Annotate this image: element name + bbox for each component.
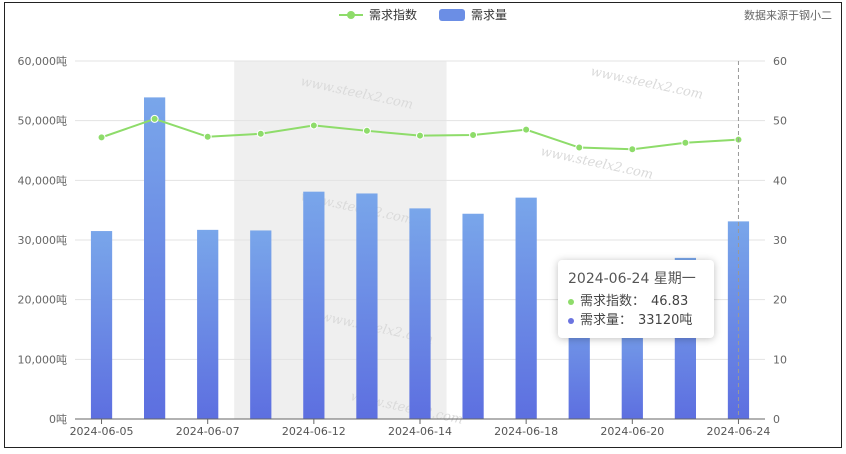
tooltip-index-label: 需求指数： — [580, 294, 646, 309]
legend-line-marker — [338, 10, 363, 19]
bar — [197, 229, 219, 419]
y-left-tick-label: 10,000吨 — [18, 353, 68, 366]
tooltip-index-value: 46.83 — [651, 294, 689, 309]
watermark-text: www.steelx2.com — [539, 144, 654, 182]
y-left-tick-label: 50,000吨 — [18, 115, 68, 128]
y-left-tick-label: 20,000吨 — [18, 294, 68, 307]
y-right-tick-label: 50 — [773, 115, 787, 128]
line-point — [681, 138, 690, 147]
legend-index-label: 需求指数 — [368, 8, 417, 22]
watermark-text: www.steelx2.com — [589, 64, 704, 102]
y-left-tick-label: 60,000吨 — [18, 55, 68, 68]
axis-layer: 0吨 0 10,000吨 10 20,000吨 20 30,000吨 30 40,000吨 40 5… — [18, 55, 788, 438]
tooltip-demand-row: 需求量： 33120吨 — [568, 311, 704, 330]
legend-bar-marker — [439, 8, 465, 21]
line-point — [575, 143, 584, 152]
tooltip-demand-label: 需求量： — [580, 313, 633, 328]
data-source-note: 数据来源于钢小二 — [744, 9, 832, 22]
bar — [356, 193, 378, 419]
y-right-tick-label: 20 — [773, 294, 787, 307]
tooltip-title: 2024-06-24 星期一 — [568, 271, 696, 287]
line-point — [628, 145, 637, 154]
legend-item-demand[interactable]: 需求量 — [439, 6, 507, 23]
x-tick-label: 2024-06-24 — [706, 425, 770, 438]
line-point — [416, 131, 424, 140]
tooltip-demand-value: 33120吨 — [638, 313, 693, 328]
bar — [515, 197, 537, 419]
line-point — [150, 114, 159, 123]
line-point — [97, 133, 106, 142]
legend: 需求指数 需求量 — [0, 6, 846, 23]
legend-demand-label: 需求量 — [471, 8, 508, 22]
chart-frame — [4, 2, 842, 448]
bar — [462, 213, 484, 419]
tooltip-index-row: 需求指数： 46.83 — [568, 292, 704, 311]
x-tick-label: 2024-06-12 — [282, 425, 346, 438]
y-left-tick-label: 0吨 — [49, 413, 67, 426]
bar — [90, 231, 113, 419]
x-tick-label: 2024-06-05 — [70, 425, 134, 438]
line-series — [97, 114, 743, 154]
x-tick-label: 2024-06-18 — [494, 425, 558, 438]
y-left-tick-label: 40,000吨 — [18, 174, 68, 187]
bar — [250, 230, 272, 419]
legend-item-index[interactable]: 需求指数 — [338, 6, 417, 23]
x-tick-label: 2024-06-07 — [176, 425, 240, 438]
chart-tooltip: 2024-06-24 星期一 需求指数： 46.83 需求量： 33120吨 — [558, 260, 714, 338]
x-tick-label: 2024-06-14 — [388, 425, 452, 438]
y-right-tick-label: 40 — [773, 174, 787, 187]
line-point — [203, 132, 212, 141]
tooltip-demand-dot — [568, 317, 574, 324]
bar — [303, 191, 325, 419]
line-point — [522, 125, 531, 134]
line-point — [309, 121, 318, 130]
line-point — [256, 129, 265, 138]
y-right-tick-label: 30 — [773, 234, 787, 247]
y-right-tick-label: 60 — [773, 55, 787, 68]
line-point — [469, 130, 478, 139]
bar — [144, 97, 166, 419]
bar — [621, 311, 643, 419]
bar-series — [90, 97, 750, 419]
y-left-tick-label: 30,000吨 — [18, 234, 68, 247]
tooltip-index-dot — [568, 298, 574, 305]
x-tick-label: 2024-06-20 — [600, 425, 664, 438]
line-point — [362, 126, 371, 135]
y-right-tick-label: 10 — [773, 353, 787, 366]
bar — [409, 208, 431, 419]
y-right-tick-label: 0 — [773, 413, 780, 426]
